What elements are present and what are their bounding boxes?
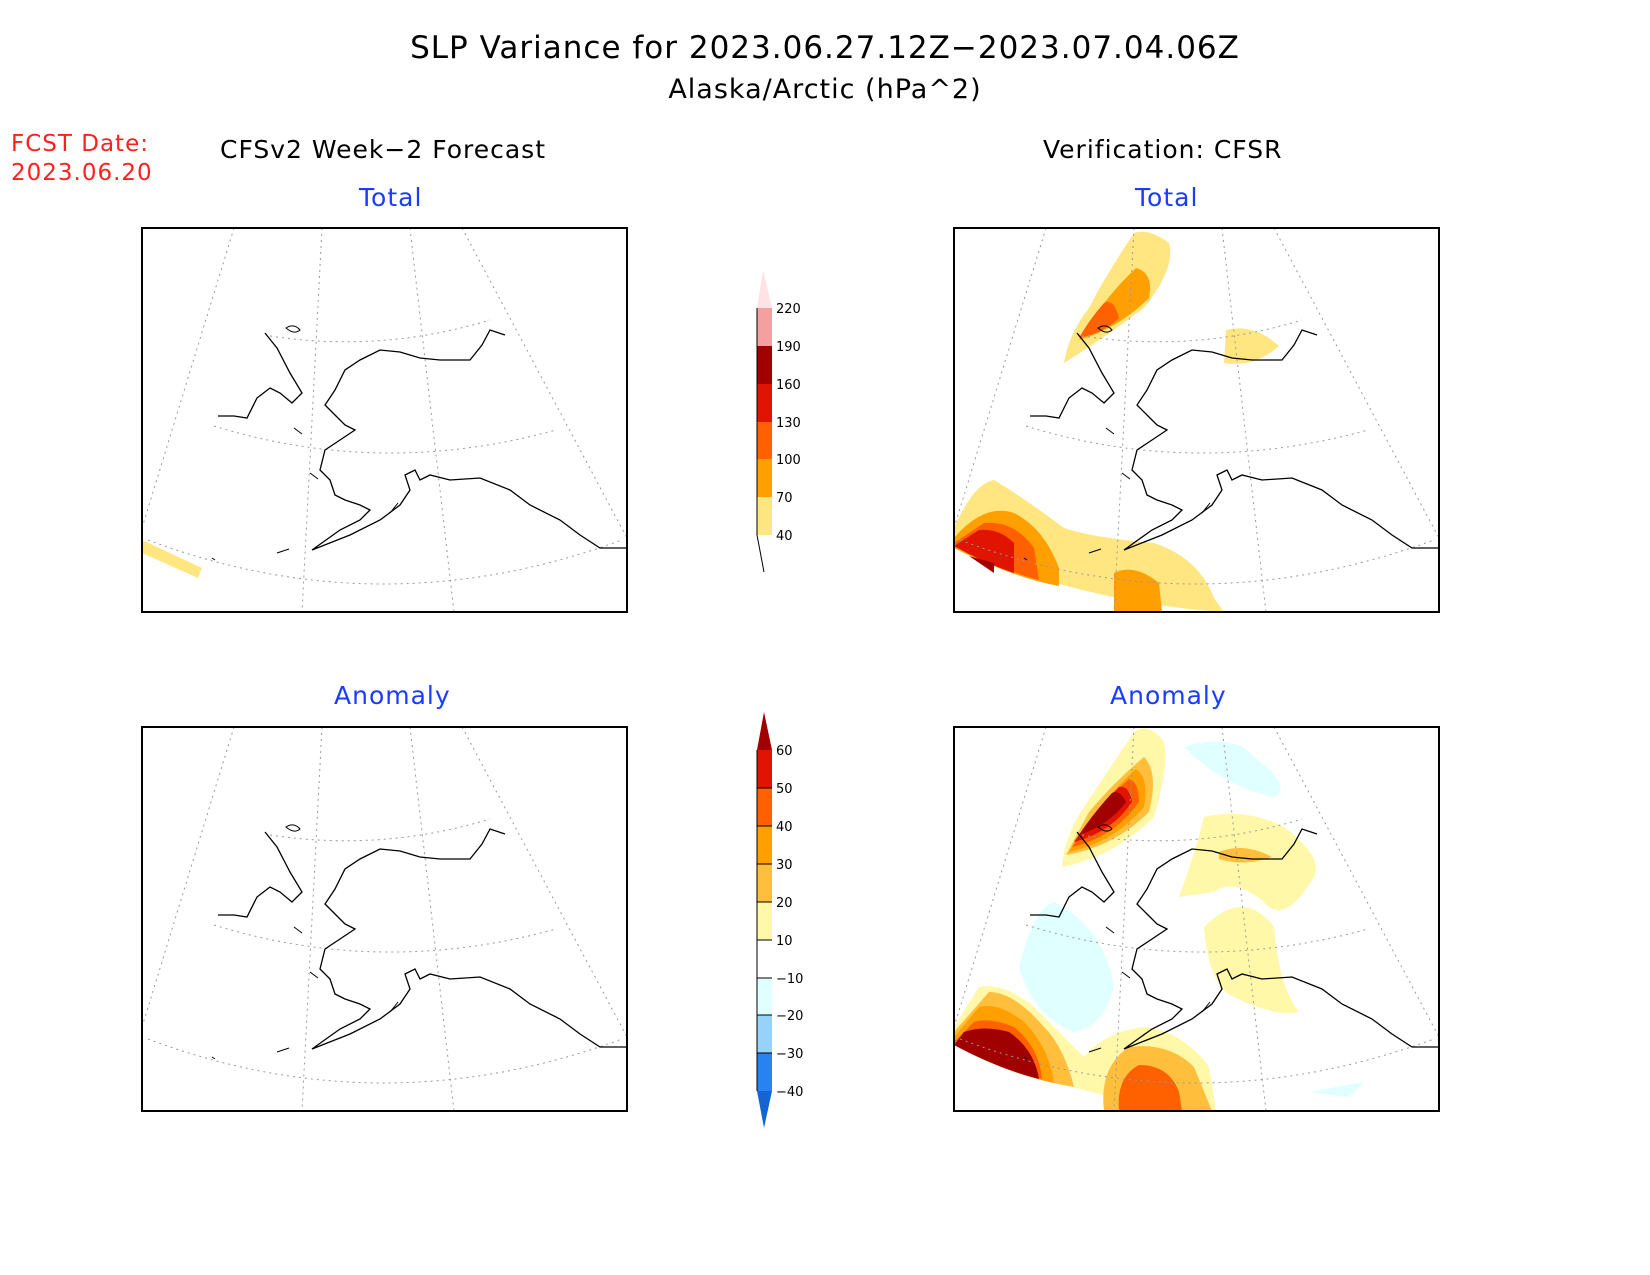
forecast-anomaly-map <box>141 726 628 1112</box>
colorbar-label: 60 <box>776 744 793 759</box>
map-frame <box>141 726 628 1112</box>
colorbar-label: 190 <box>776 340 801 355</box>
map-frame <box>953 726 1440 1112</box>
figure-subtitle: Alaska/Arctic (hPa^2) <box>668 74 982 105</box>
forecast-total-title: Total <box>359 183 423 212</box>
colorbar-label: 100 <box>776 453 801 468</box>
forecast-total-map <box>141 227 628 613</box>
colorbar-label: −30 <box>776 1047 803 1062</box>
map-frame <box>141 227 628 613</box>
forecast-date: FCST Date: 2023.06.20 <box>11 130 153 188</box>
colorbar-label: −40 <box>776 1085 803 1100</box>
forecast-anomaly-title: Anomaly <box>334 681 451 710</box>
colorbar-label: 40 <box>776 529 793 544</box>
verification-anomaly-title: Anomaly <box>1110 681 1227 710</box>
forecast-date-label: FCST Date: <box>11 131 149 157</box>
colorbar-anomaly: 60 50 40 30 20 10 −10 −20 −30 −40 <box>756 712 803 1128</box>
verification-anomaly-map <box>953 726 1440 1112</box>
map-frame <box>953 227 1440 613</box>
forecast-column-title: CFSv2 Week−2 Forecast <box>220 135 546 164</box>
contour-40-70 <box>142 540 202 578</box>
colorbar-label: 40 <box>776 820 793 835</box>
colorbar-label: 160 <box>776 378 801 393</box>
verification-column-title: Verification: CFSR <box>1043 135 1283 164</box>
colorbar-label: 130 <box>776 416 801 431</box>
colorbar-label: 10 <box>776 934 793 949</box>
colorbar-label: 20 <box>776 896 793 911</box>
colorbar-top-triangle <box>757 270 772 308</box>
colorbar-label: 220 <box>776 302 801 317</box>
figure-title: SLP Variance for 2023.06.27.12Z−2023.07.… <box>410 30 1240 66</box>
colorbar-label: −20 <box>776 1009 803 1024</box>
colorbar-label: 50 <box>776 782 793 797</box>
forecast-date-value: 2023.06.20 <box>11 160 153 186</box>
colorbar-total: 220 190 160 130 100 70 40 <box>756 270 801 573</box>
colorbar-label: 30 <box>776 858 793 873</box>
verification-total-map <box>953 227 1440 613</box>
verification-total-title: Total <box>1135 183 1199 212</box>
colorbar-label: 70 <box>776 491 793 506</box>
colorbar-label: −10 <box>776 972 803 987</box>
